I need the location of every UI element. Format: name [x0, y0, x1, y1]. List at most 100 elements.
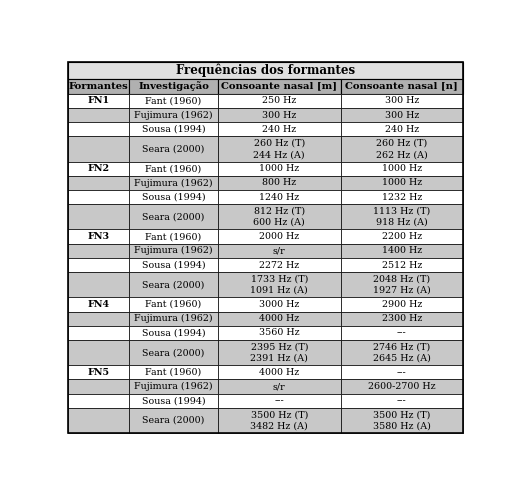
- Text: Fant (1960): Fant (1960): [146, 164, 202, 173]
- Text: 1000 Hz: 1000 Hz: [382, 164, 422, 173]
- Bar: [218, 78, 340, 94]
- Text: 2600-2700 Hz: 2600-2700 Hz: [368, 382, 436, 391]
- Bar: [68, 94, 129, 108]
- Text: 2000 Hz: 2000 Hz: [259, 232, 299, 241]
- Bar: [340, 176, 463, 190]
- Bar: [129, 365, 218, 379]
- Text: 1113 Hz (T)
918 Hz (A): 1113 Hz (T) 918 Hz (A): [373, 207, 430, 227]
- Bar: [129, 78, 218, 94]
- Text: Fujimura (1962): Fujimura (1962): [134, 246, 213, 255]
- Text: 3500 Hz (T)
3580 Hz (A): 3500 Hz (T) 3580 Hz (A): [373, 411, 431, 431]
- Text: 1240 Hz: 1240 Hz: [259, 193, 299, 202]
- Text: Fujimura (1962): Fujimura (1962): [134, 111, 213, 120]
- Text: 2300 Hz: 2300 Hz: [382, 314, 422, 323]
- Bar: [218, 340, 340, 365]
- Bar: [340, 408, 463, 433]
- Bar: [218, 229, 340, 244]
- Bar: [129, 190, 218, 204]
- Text: Investigação: Investigação: [138, 81, 209, 91]
- Text: 1733 Hz (T)
1091 Hz (A): 1733 Hz (T) 1091 Hz (A): [250, 275, 308, 295]
- Bar: [218, 136, 340, 162]
- Bar: [129, 204, 218, 229]
- Text: Consoante nasal [m]: Consoante nasal [m]: [221, 82, 337, 91]
- Bar: [129, 408, 218, 433]
- Bar: [129, 258, 218, 272]
- Bar: [218, 393, 340, 408]
- Bar: [129, 244, 218, 258]
- Text: ---: ---: [397, 368, 407, 377]
- Text: 300 Hz: 300 Hz: [385, 97, 419, 105]
- Bar: [218, 312, 340, 326]
- Bar: [340, 162, 463, 176]
- Bar: [68, 326, 129, 340]
- Bar: [340, 122, 463, 136]
- Bar: [68, 340, 129, 365]
- Bar: [218, 258, 340, 272]
- Text: Sousa (1994): Sousa (1994): [142, 261, 206, 270]
- Bar: [340, 108, 463, 122]
- Text: Fujimura (1962): Fujimura (1962): [134, 178, 213, 188]
- Bar: [68, 162, 129, 176]
- Text: 240 Hz: 240 Hz: [385, 125, 419, 134]
- Bar: [218, 122, 340, 136]
- Bar: [68, 272, 129, 297]
- Text: 2048 Hz (T)
1927 Hz (A): 2048 Hz (T) 1927 Hz (A): [373, 275, 430, 295]
- Bar: [129, 272, 218, 297]
- Bar: [340, 365, 463, 379]
- Bar: [340, 229, 463, 244]
- Bar: [129, 176, 218, 190]
- Bar: [340, 244, 463, 258]
- Bar: [68, 108, 129, 122]
- Bar: [340, 312, 463, 326]
- Text: FN4: FN4: [88, 300, 109, 309]
- Bar: [129, 162, 218, 176]
- Bar: [68, 136, 129, 162]
- Text: FN5: FN5: [88, 368, 109, 377]
- Text: 3560 Hz: 3560 Hz: [259, 328, 299, 338]
- Text: Fant (1960): Fant (1960): [146, 368, 202, 377]
- Bar: [340, 326, 463, 340]
- Text: 300 Hz: 300 Hz: [385, 111, 419, 120]
- Text: Consoante nasal [n]: Consoante nasal [n]: [346, 82, 458, 91]
- Text: 812 Hz (T)
600 Hz (A): 812 Hz (T) 600 Hz (A): [253, 207, 305, 227]
- Bar: [340, 258, 463, 272]
- Bar: [68, 204, 129, 229]
- Bar: [340, 393, 463, 408]
- Bar: [218, 108, 340, 122]
- Text: Fujimura (1962): Fujimura (1962): [134, 314, 213, 323]
- Bar: [129, 326, 218, 340]
- Text: 260 Hz (T)
244 Hz (A): 260 Hz (T) 244 Hz (A): [253, 139, 305, 159]
- Text: Seara (2000): Seara (2000): [142, 212, 205, 221]
- Bar: [129, 393, 218, 408]
- Bar: [218, 162, 340, 176]
- Text: Fant (1960): Fant (1960): [146, 97, 202, 105]
- Text: Sousa (1994): Sousa (1994): [142, 396, 206, 405]
- Text: 800 Hz: 800 Hz: [262, 178, 296, 188]
- Bar: [68, 62, 463, 78]
- Text: 2746 Hz (T)
2645 Hz (A): 2746 Hz (T) 2645 Hz (A): [373, 343, 431, 363]
- Bar: [68, 312, 129, 326]
- Text: 3000 Hz: 3000 Hz: [259, 300, 299, 309]
- Bar: [218, 365, 340, 379]
- Bar: [340, 190, 463, 204]
- Text: 2272 Hz: 2272 Hz: [259, 261, 299, 270]
- Bar: [68, 78, 129, 94]
- Bar: [218, 244, 340, 258]
- Bar: [68, 122, 129, 136]
- Text: ---: ---: [275, 396, 284, 405]
- Bar: [68, 379, 129, 393]
- Text: Frequências dos formantes: Frequências dos formantes: [176, 64, 355, 77]
- Bar: [340, 78, 463, 94]
- Text: 2395 Hz (T)
2391 Hz (A): 2395 Hz (T) 2391 Hz (A): [250, 343, 308, 363]
- Bar: [129, 94, 218, 108]
- Text: 4000 Hz: 4000 Hz: [259, 314, 299, 323]
- Text: 240 Hz: 240 Hz: [262, 125, 296, 134]
- Text: 250 Hz: 250 Hz: [262, 97, 296, 105]
- Bar: [129, 312, 218, 326]
- Text: Fujimura (1962): Fujimura (1962): [134, 382, 213, 391]
- Bar: [129, 108, 218, 122]
- Text: Sousa (1994): Sousa (1994): [142, 328, 206, 338]
- Bar: [68, 365, 129, 379]
- Text: 4000 Hz: 4000 Hz: [259, 368, 299, 377]
- Bar: [340, 136, 463, 162]
